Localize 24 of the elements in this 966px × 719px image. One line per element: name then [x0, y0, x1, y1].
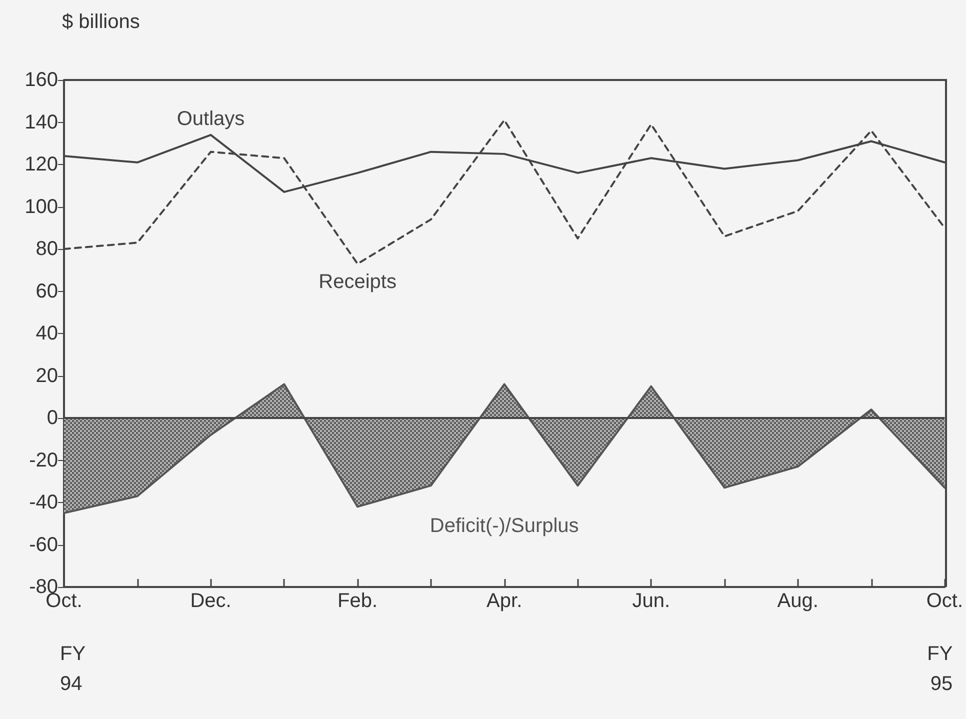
y-tick-label: -20	[29, 449, 58, 472]
text: FY 95	[927, 643, 953, 695]
text: FY 94	[60, 643, 86, 695]
series-label: Deficit(-)/Surplus	[430, 515, 579, 538]
x-tick-label: Jun.	[632, 590, 670, 612]
y-tick-label: 20	[36, 364, 58, 387]
x-tick-label: Apr.	[486, 590, 522, 612]
y-tick-label: 160	[24, 69, 58, 91]
y-tick-label: 140	[24, 111, 58, 134]
y-tick-label: 100	[24, 196, 58, 218]
x-tick-label: Feb.	[338, 590, 378, 612]
y-tick-label: 0	[46, 407, 58, 429]
y-axis-title: $ billions	[62, 11, 140, 33]
x-tick-label: Oct.	[926, 590, 963, 612]
y-tick-label: 120	[24, 154, 58, 176]
x-tick-label: Dec.	[190, 590, 232, 612]
y-tick-label: -60	[29, 534, 58, 556]
y-tick-label: 80	[36, 238, 58, 260]
y-tick-label: 40	[36, 322, 58, 344]
series-label: Receipts	[318, 270, 396, 293]
x-tick-label: Aug.	[777, 590, 818, 612]
y-tick-label: -40	[29, 492, 58, 514]
y-tick-label: 60	[36, 280, 58, 302]
series-label: Outlays	[176, 108, 245, 130]
